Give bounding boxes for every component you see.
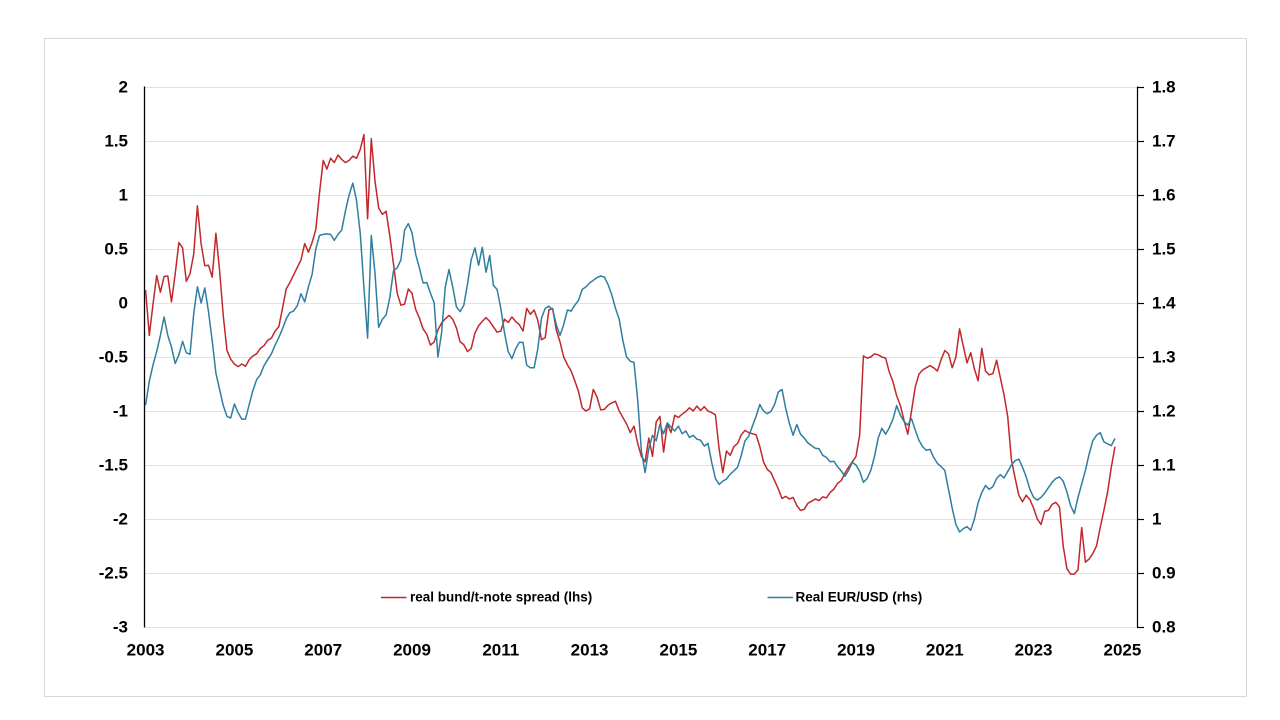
- svg-text:1.8: 1.8: [1152, 78, 1176, 97]
- svg-text:1.5: 1.5: [1152, 240, 1176, 259]
- svg-text:Real EUR/USD (rhs): Real EUR/USD (rhs): [796, 590, 923, 605]
- svg-text:-3: -3: [113, 618, 128, 637]
- svg-text:2023: 2023: [1015, 641, 1053, 660]
- svg-text:0: 0: [119, 294, 128, 313]
- svg-text:1: 1: [1152, 510, 1161, 529]
- svg-text:2015: 2015: [659, 641, 697, 660]
- svg-text:2021: 2021: [926, 641, 964, 660]
- svg-text:0.8: 0.8: [1152, 618, 1176, 637]
- svg-text:1.7: 1.7: [1152, 132, 1176, 151]
- svg-text:2007: 2007: [304, 641, 342, 660]
- svg-text:1.6: 1.6: [1152, 186, 1176, 205]
- svg-text:2005: 2005: [215, 641, 253, 660]
- svg-text:1.3: 1.3: [1152, 348, 1176, 367]
- svg-text:-1.5: -1.5: [99, 456, 128, 475]
- svg-text:0.9: 0.9: [1152, 564, 1176, 583]
- svg-text:2: 2: [119, 78, 128, 97]
- svg-text:1.5: 1.5: [104, 132, 128, 151]
- svg-text:2025: 2025: [1103, 641, 1141, 660]
- svg-text:1.2: 1.2: [1152, 402, 1176, 421]
- svg-text:-2.5: -2.5: [99, 564, 128, 583]
- svg-text:-1: -1: [113, 402, 128, 421]
- svg-text:2011: 2011: [482, 641, 519, 660]
- svg-text:0.5: 0.5: [104, 240, 128, 259]
- svg-text:real bund/t-note spread (lhs): real bund/t-note spread (lhs): [410, 590, 592, 605]
- svg-text:1.4: 1.4: [1152, 294, 1176, 313]
- svg-text:2013: 2013: [571, 641, 609, 660]
- svg-text:-2: -2: [113, 510, 128, 529]
- svg-text:1: 1: [119, 186, 128, 205]
- svg-text:1.1: 1.1: [1152, 456, 1176, 475]
- svg-text:-0.5: -0.5: [99, 348, 128, 367]
- svg-text:2009: 2009: [393, 641, 431, 660]
- svg-text:2017: 2017: [748, 641, 786, 660]
- svg-text:2019: 2019: [837, 641, 875, 660]
- svg-text:2003: 2003: [127, 641, 165, 660]
